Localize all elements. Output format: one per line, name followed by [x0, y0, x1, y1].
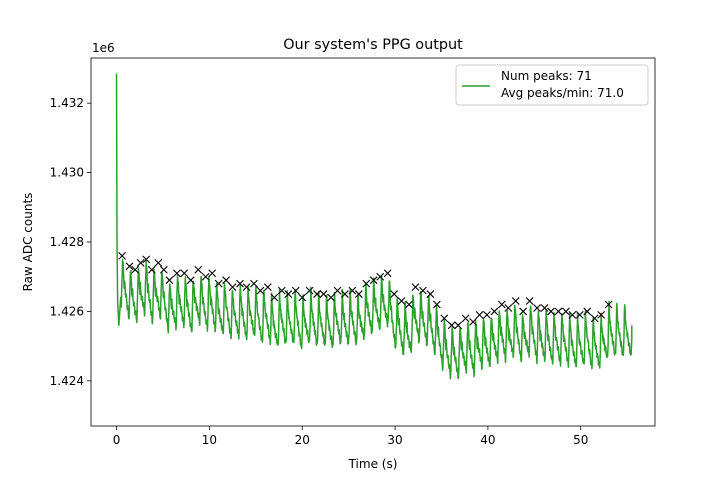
peak-marker	[208, 269, 217, 278]
peak-marker	[291, 286, 300, 295]
peak-marker	[159, 265, 168, 274]
y-tick-label: 1.432	[50, 96, 84, 110]
peak-marker	[228, 283, 237, 292]
x-tick-label: 0	[113, 433, 121, 447]
peak-marker	[125, 262, 134, 271]
peak-marker	[597, 311, 606, 319]
peak-marker	[397, 297, 406, 305]
x-axis-label: Time (s)	[348, 457, 398, 471]
peak-marker	[432, 300, 441, 309]
peak-marker	[186, 276, 195, 285]
x-tick-label: 30	[387, 433, 402, 447]
peak-marker	[327, 293, 335, 302]
peak-marker	[277, 286, 286, 295]
peak-marker	[319, 290, 328, 298]
peak-marker	[242, 283, 251, 292]
peak-markers	[118, 251, 613, 330]
peak-marker	[305, 286, 314, 295]
axes-background	[91, 58, 655, 426]
peak-marker	[504, 304, 513, 312]
peak-marker	[348, 286, 357, 295]
peak-marker	[440, 314, 449, 323]
ppg-signal-line	[115, 73, 633, 380]
plot-area	[90, 57, 656, 427]
peak-marker	[575, 311, 584, 319]
peak-marker	[469, 317, 477, 326]
peak-marker	[172, 269, 181, 278]
y-offset-label: 1e6	[92, 41, 115, 55]
peak-marker	[454, 321, 463, 330]
peak-marker	[131, 265, 139, 274]
peak-marker	[214, 279, 223, 288]
peak-marker	[461, 314, 470, 323]
y-axis-label: Raw ADC counts	[21, 193, 35, 292]
x-tick-label: 20	[295, 433, 310, 447]
peak-marker	[154, 258, 163, 267]
peak-marker	[142, 255, 151, 264]
peak-marker	[519, 307, 528, 316]
peak-marker	[511, 297, 520, 305]
legend-box	[455, 64, 649, 106]
peak-marker	[547, 307, 555, 316]
peak-marker	[136, 258, 145, 267]
x-tick-label: 10	[202, 433, 217, 447]
peak-marker	[263, 283, 272, 292]
y-tick-label: 1.426	[50, 304, 84, 318]
peak-marker	[165, 276, 174, 285]
peak-marker	[284, 290, 293, 298]
peak-marker	[540, 304, 549, 312]
peak-marker	[313, 290, 321, 298]
peak-marker	[447, 321, 456, 330]
peak-marker	[341, 290, 349, 298]
peak-marker	[118, 251, 126, 260]
signal-series	[115, 73, 633, 380]
peak-marker	[354, 290, 363, 298]
legend-entry-num-peaks: Num peaks: 71	[501, 69, 592, 83]
x-tick-label: 40	[480, 433, 495, 447]
peak-marker	[270, 293, 279, 302]
peak-marker	[497, 300, 506, 309]
peak-marker	[362, 279, 371, 288]
peak-marker	[411, 283, 420, 292]
peak-marker	[525, 297, 534, 305]
peak-marker	[604, 300, 613, 309]
peak-marker	[533, 304, 541, 312]
peak-marker	[426, 290, 435, 298]
peak-marker	[490, 307, 499, 316]
legend-entry-avg-peaks: Avg peaks/min: 71.0	[501, 86, 624, 100]
peak-marker	[201, 272, 210, 281]
chart-title: Our system's PPG output	[283, 37, 463, 53]
x-axis-ticks: 0 10 20 30 40 50	[113, 426, 588, 447]
peak-marker	[383, 269, 392, 278]
peak-marker	[222, 276, 230, 285]
x-tick-label: 50	[573, 433, 588, 447]
peak-marker	[583, 307, 592, 316]
peak-marker	[475, 311, 484, 319]
peak-marker	[250, 279, 258, 288]
peak-marker	[298, 293, 307, 302]
peak-marker	[561, 307, 570, 316]
peak-marker	[483, 311, 491, 319]
peak-marker	[568, 311, 577, 319]
peak-marker	[180, 269, 189, 278]
peak-marker	[236, 279, 244, 288]
peak-marker	[256, 286, 265, 295]
y-tick-label: 1.430	[50, 166, 84, 180]
peak-marker	[333, 286, 342, 295]
peak-marker	[194, 265, 203, 274]
peak-marker	[419, 286, 427, 295]
y-tick-label: 1.424	[50, 374, 84, 388]
legend: Num peaks: 71 Avg peaks/min: 71.0	[455, 64, 649, 106]
y-tick-label: 1.428	[50, 235, 84, 249]
peak-marker	[554, 307, 563, 316]
peak-marker	[590, 314, 599, 323]
peak-marker	[369, 276, 378, 285]
peak-marker	[376, 272, 385, 281]
peak-marker	[405, 300, 413, 309]
y-axis-ticks: 1.424 1.426 1.428 1.430 1.432	[50, 96, 91, 388]
peak-marker	[147, 265, 156, 274]
peak-marker	[390, 290, 399, 298]
